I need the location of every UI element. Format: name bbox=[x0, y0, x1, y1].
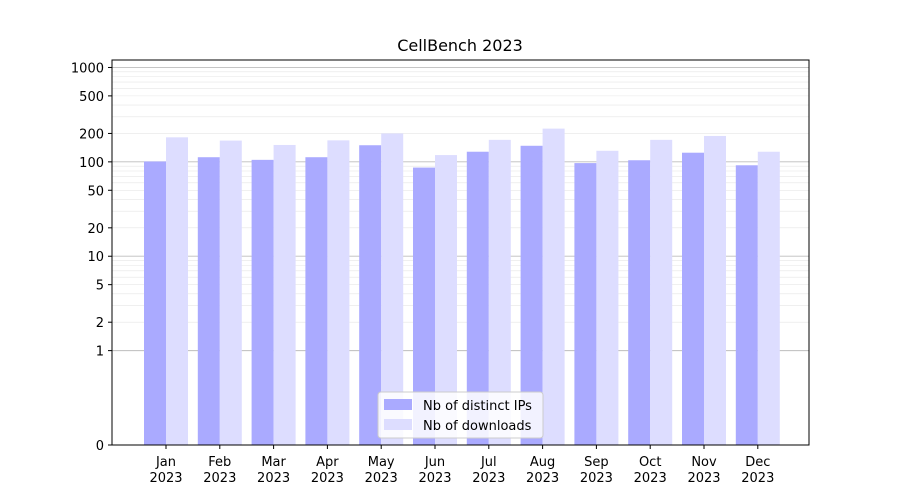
bar-downloads bbox=[650, 139, 673, 445]
x-tick-label: 2023 bbox=[741, 471, 774, 486]
x-tick-label: Mar bbox=[261, 455, 286, 470]
bar-distinct-ips bbox=[628, 160, 651, 445]
x-tick-label: Jul bbox=[480, 455, 497, 470]
chart-title: CellBench 2023 bbox=[397, 36, 523, 55]
y-tick-label: 100 bbox=[79, 156, 104, 171]
bar-distinct-ips bbox=[735, 165, 758, 445]
x-tick-label: 2023 bbox=[580, 471, 613, 486]
legend-swatch bbox=[384, 419, 412, 430]
bar-downloads bbox=[273, 144, 296, 445]
x-tick-label: Apr bbox=[316, 455, 339, 470]
x-tick-label: Jan bbox=[155, 455, 176, 470]
legend-box bbox=[377, 391, 544, 439]
y-tick-label: 10 bbox=[87, 250, 104, 265]
legend: Nb of distinct IPs Nb of downloads bbox=[377, 391, 544, 439]
bar-downloads bbox=[596, 150, 619, 445]
x-tick-label: Feb bbox=[208, 455, 231, 470]
x-tick-label: 2023 bbox=[365, 471, 398, 486]
plot-frame bbox=[111, 59, 810, 446]
bar-distinct-ips bbox=[682, 152, 704, 445]
bar-downloads bbox=[327, 140, 350, 445]
y-tick-label: 1000 bbox=[71, 61, 104, 76]
x-tick-label: May bbox=[368, 455, 395, 470]
bar-distinct-ips bbox=[197, 157, 220, 446]
y-axis: 0 1 2 5 10 20 50 100 200 500 1000 bbox=[71, 61, 112, 454]
x-tick-label: Sep bbox=[584, 455, 609, 470]
y-tick-label: 200 bbox=[79, 127, 104, 142]
legend-label: Nb of distinct IPs bbox=[423, 399, 532, 414]
bar-distinct-ips bbox=[466, 151, 489, 446]
x-tick-label: 2023 bbox=[687, 471, 720, 486]
x-tick-label: Dec bbox=[745, 455, 770, 470]
x-tick-label: Nov bbox=[691, 455, 717, 470]
x-tick-label: 2023 bbox=[418, 471, 451, 486]
bars bbox=[144, 128, 780, 446]
bar-distinct-ips bbox=[574, 163, 597, 445]
x-tick-label: 2023 bbox=[149, 471, 182, 486]
bar-downloads bbox=[542, 128, 565, 446]
x-tick-label: Aug bbox=[530, 455, 555, 470]
x-tick-label: 2023 bbox=[526, 471, 559, 486]
x-tick-label: 2023 bbox=[472, 471, 505, 486]
bar-downloads bbox=[488, 139, 511, 445]
x-axis: Jan2023Feb2023Mar2023Apr2023May2023Jun20… bbox=[149, 445, 774, 486]
bar-distinct-ips bbox=[251, 159, 274, 446]
bar-downloads bbox=[435, 155, 457, 445]
legend-swatch bbox=[384, 399, 412, 410]
bar-downloads bbox=[757, 151, 780, 446]
bar-distinct-ips bbox=[520, 145, 543, 446]
y-tick-label: 2 bbox=[96, 316, 104, 331]
bar-distinct-ips bbox=[413, 167, 435, 445]
x-tick-label: 2023 bbox=[257, 471, 290, 486]
legend-label: Nb of downloads bbox=[423, 419, 532, 434]
bar-distinct-ips bbox=[144, 161, 166, 445]
x-tick-label: Oct bbox=[639, 455, 661, 470]
x-tick-label: 2023 bbox=[203, 471, 236, 486]
y-tick-label: 5 bbox=[96, 279, 104, 294]
bar-downloads bbox=[381, 133, 404, 445]
bar-downloads bbox=[704, 135, 726, 445]
x-tick-label: Jun bbox=[424, 455, 445, 470]
bar-downloads bbox=[166, 137, 188, 446]
y-tick-label: 0 bbox=[96, 439, 104, 454]
y-tick-label: 1 bbox=[96, 345, 104, 360]
bar-downloads bbox=[219, 140, 242, 445]
x-tick-label: 2023 bbox=[634, 471, 667, 486]
bar-distinct-ips bbox=[305, 157, 328, 446]
y-tick-label: 50 bbox=[87, 184, 104, 199]
y-tick-label: 20 bbox=[87, 222, 104, 237]
y-tick-label: 500 bbox=[79, 90, 104, 105]
bar-distinct-ips bbox=[359, 145, 382, 445]
x-tick-label: 2023 bbox=[311, 471, 344, 486]
